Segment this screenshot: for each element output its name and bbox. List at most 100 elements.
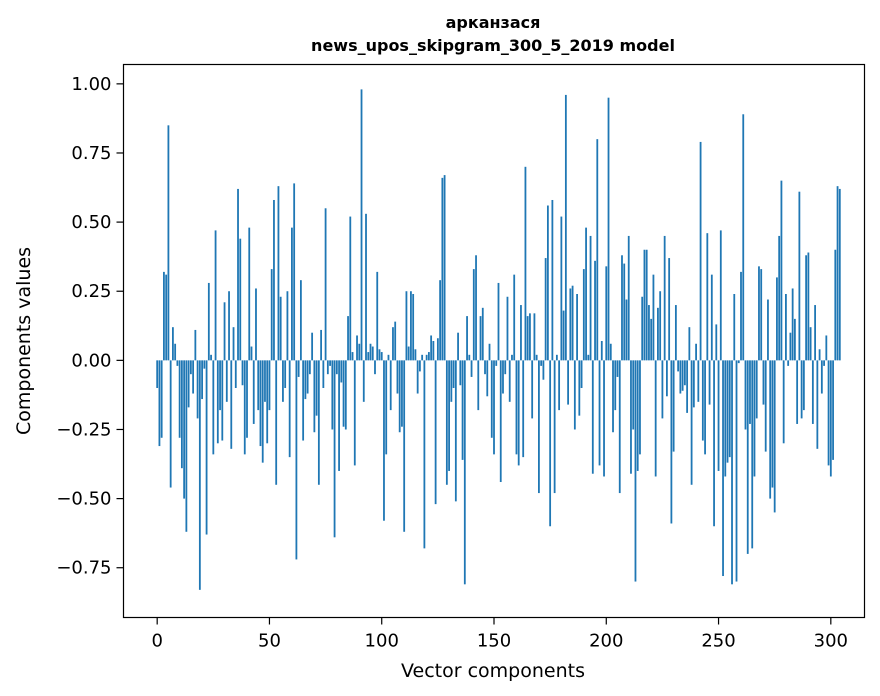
bar-175 [549, 360, 552, 527]
bar-251 [719, 230, 722, 361]
bar-285 [796, 360, 799, 424]
bar-209 [625, 299, 628, 361]
bar-134 [457, 332, 459, 361]
bar-210 [627, 235, 630, 361]
bar-74 [322, 360, 325, 388]
bar-225 [661, 360, 664, 419]
bar-32 [228, 291, 230, 361]
bar-264 [749, 360, 751, 424]
bar-294 [816, 360, 819, 449]
bar-193 [589, 235, 592, 361]
bar-236 [686, 360, 689, 413]
bar-235 [683, 360, 686, 386]
bar-254 [726, 360, 729, 463]
bar-155 [504, 360, 507, 375]
y-axis-label: Components values [13, 247, 35, 435]
y-tick-label: 1.00 [71, 74, 111, 95]
bar-303 [836, 186, 839, 361]
bar-202 [609, 343, 612, 361]
bar-31 [225, 360, 228, 402]
bar-132 [452, 360, 455, 388]
bar-92 [362, 360, 365, 402]
bar-12 [183, 360, 186, 499]
bar-176 [551, 199, 554, 361]
bar-211 [630, 360, 632, 474]
bar-79 [333, 360, 336, 538]
bar-231 [674, 305, 677, 361]
bar-161 [517, 360, 520, 466]
bar-259 [737, 360, 740, 364]
bar-239 [692, 360, 695, 408]
bar-126 [439, 280, 442, 361]
bar-25 [212, 360, 215, 455]
bar-27 [216, 360, 219, 444]
bar-58 [286, 291, 289, 361]
bar-277 [778, 235, 781, 361]
bar-215 [639, 360, 641, 455]
bar-214 [636, 360, 639, 471]
bar-50 [268, 360, 271, 411]
bar-75 [324, 208, 327, 361]
bar-243 [701, 360, 704, 441]
bar-0 [156, 360, 159, 388]
bar-52 [273, 199, 275, 361]
bar-69 [311, 332, 314, 361]
bar-187 [576, 294, 578, 361]
bar-283 [791, 288, 794, 361]
bar-232 [677, 360, 680, 372]
bar-136 [461, 360, 464, 460]
bar-83 [342, 360, 345, 427]
bar-212 [632, 360, 635, 430]
bar-30 [223, 302, 226, 361]
bar-133 [454, 360, 457, 502]
bar-219 [648, 305, 650, 361]
bar-129 [445, 360, 448, 485]
bar-98 [376, 271, 379, 361]
bar-269 [760, 269, 763, 361]
bar-62 [295, 360, 298, 560]
bar-21 [203, 360, 206, 369]
bar-53 [275, 360, 278, 485]
bar-304 [838, 188, 841, 361]
bar-104 [389, 360, 392, 411]
bar-73 [320, 329, 322, 361]
bar-189 [580, 360, 583, 388]
chart-title: арканзася [446, 13, 541, 32]
bar-244 [704, 360, 706, 455]
bar-110 [403, 360, 406, 532]
bar-257 [733, 294, 736, 361]
bar-301 [832, 360, 834, 460]
bar-86 [349, 216, 352, 361]
bar-260 [740, 271, 742, 361]
bar-97 [374, 360, 376, 375]
bar-117 [419, 360, 421, 372]
bar-144 [479, 316, 482, 361]
bar-54 [277, 186, 280, 361]
bar-89 [356, 335, 358, 361]
x-tick-label: 150 [477, 631, 511, 652]
bar-7 [172, 327, 174, 361]
bar-289 [805, 255, 808, 361]
bar-26 [214, 230, 217, 361]
bar-222 [654, 360, 657, 477]
bar-99 [378, 349, 381, 361]
bar-29 [221, 360, 224, 441]
bar-37 [239, 238, 242, 361]
bar-256 [731, 360, 733, 585]
bar-68 [308, 360, 311, 375]
bar-100 [380, 352, 383, 361]
bar-217 [643, 249, 646, 361]
bar-247 [710, 274, 713, 361]
bar-195 [594, 260, 596, 361]
bar-171 [540, 360, 543, 366]
y-tick-label: 0.75 [71, 143, 111, 164]
bar-10 [178, 360, 181, 438]
bar-255 [728, 360, 731, 458]
bars-group [156, 89, 841, 590]
bar-228 [668, 258, 671, 361]
bar-145 [481, 307, 484, 361]
x-tick-label: 100 [365, 631, 399, 652]
bar-46 [259, 360, 262, 447]
bar-172 [542, 360, 545, 380]
